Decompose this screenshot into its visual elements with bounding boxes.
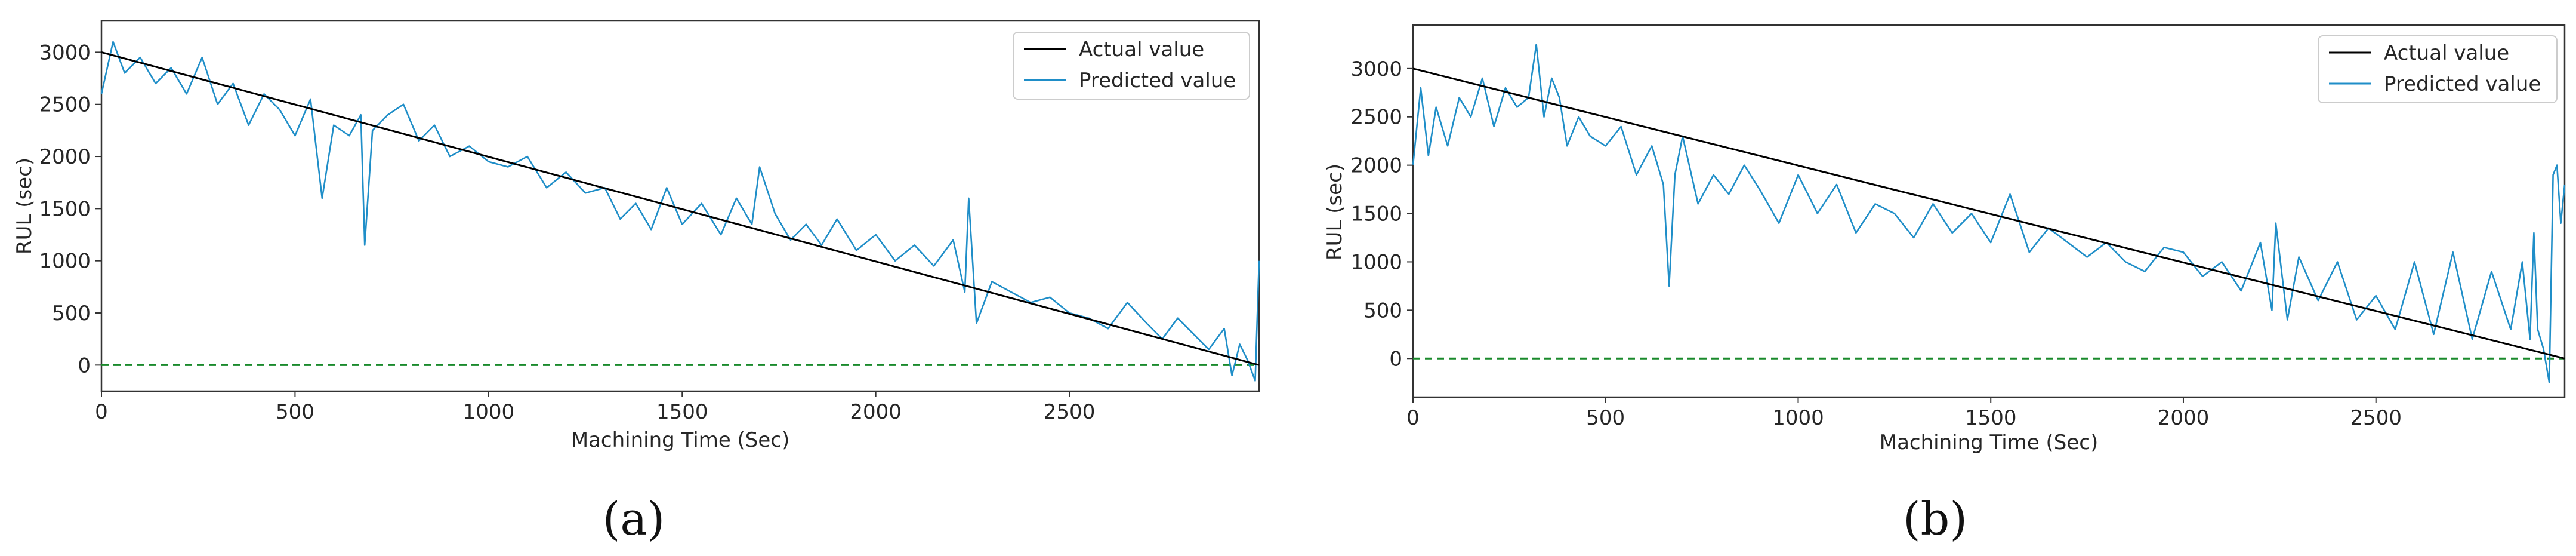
chart-b-y-tick-label: 2000 [1350, 154, 1402, 178]
chart-b-x-axis-label: Machining Time (Sec) [1880, 431, 2099, 454]
chart-a-legend-actual-label: Actual value [1079, 38, 1204, 62]
chart-a-y-tick-label: 2000 [39, 145, 91, 169]
chart-a-y-tick-label: 1500 [39, 197, 91, 221]
chart-a-x-tick-label: 2000 [850, 400, 902, 424]
chart-b-y-axis: 0 500 1000 1500 2000 2500 3000 [1350, 57, 1413, 371]
chart-a-series [100, 41, 1260, 382]
chart-a-x-axis-label: Machining Time (Sec) [571, 428, 790, 452]
chart-b-y-tick-label: 500 [1363, 299, 1402, 322]
chart-a-y-axis-label: RUL (sec) [13, 158, 36, 254]
chart-b-y-tick-label: 1500 [1350, 202, 1402, 226]
chart-b-x-tick-label: 1000 [1772, 406, 1824, 430]
chart-b-legend: Actual value Predicted value [2318, 35, 2558, 103]
chart-b: 0 500 1000 1500 2000 2500 0 500 1000 1500 2000 250… [1323, 24, 2566, 545]
chart-b-y-axis-label: RUL (sec) [1323, 164, 1347, 260]
chart-a-legend-box [1013, 32, 1250, 100]
chart-b-y-tick-label: 3000 [1350, 57, 1402, 81]
chart-a-legend: Actual value Predicted value [1013, 32, 1250, 100]
chart-b-y-tick-label: 2500 [1350, 106, 1402, 130]
chart-a-line-actual [101, 51, 1260, 366]
chart-a-x-tick-label: 500 [276, 400, 314, 424]
chart-a-caption: (a) [603, 492, 665, 545]
chart-a-y-axis: 0 500 1000 1500 2000 2500 3000 [39, 41, 101, 377]
chart-b-x-tick-label: 1500 [1965, 406, 2017, 430]
chart-a-x-tick-label: 1500 [656, 400, 708, 424]
chart-b-x-tick-label: 2500 [2350, 406, 2402, 430]
chart-b-x-tick-label: 0 [1406, 406, 1420, 430]
chart-a-y-tick-label: 3000 [39, 41, 91, 64]
chart-a: 0 500 1000 1500 2000 2500 0 500 1000 1500 2000 250… [13, 20, 1260, 545]
chart-b-x-axis: 0 500 1000 1500 2000 2500 [1406, 397, 2402, 430]
chart-b-legend-actual-label: Actual value [2384, 41, 2509, 65]
chart-a-y-tick-label: 1000 [39, 250, 91, 274]
chart-b-y-tick-label: 0 [1389, 347, 1402, 371]
chart-b-x-tick-label: 2000 [2158, 406, 2210, 430]
chart-b-line-predicted [1412, 44, 2566, 384]
chart-b-legend-predicted-label: Predicted value [2384, 72, 2541, 96]
chart-a-x-tick-label: 2500 [1044, 400, 1096, 424]
chart-a-x-axis: 0 500 1000 1500 2000 2500 [95, 391, 1095, 424]
chart-a-legend-predicted-label: Predicted value [1079, 69, 1236, 93]
chart-b-y-tick-label: 1000 [1350, 250, 1402, 274]
chart-b-legend-box [2318, 35, 2558, 103]
chart-a-y-tick-label: 0 [78, 354, 91, 377]
chart-a-x-tick-label: 1000 [463, 400, 515, 424]
chart-a-y-tick-label: 2500 [39, 93, 91, 117]
chart-b-line-actual [1412, 67, 2565, 360]
chart-b-series [1412, 44, 2566, 384]
chart-b-x-tick-label: 500 [1586, 406, 1625, 430]
chart-b-caption: (b) [1903, 492, 1967, 545]
chart-a-y-tick-label: 500 [52, 302, 91, 325]
chart-a-x-tick-label: 0 [95, 400, 108, 424]
